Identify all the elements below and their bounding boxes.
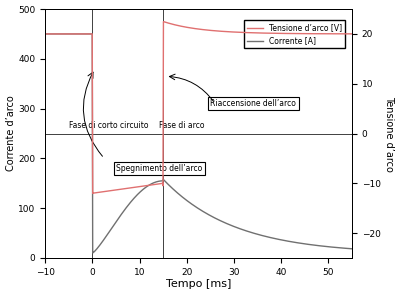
Y-axis label: Corrente d’arco: Corrente d’arco	[6, 96, 16, 171]
Corrente [A]	[318, 244, 323, 248]
Corrente [A]	[159, 179, 164, 183]
Tensione d’arco [V]	[333, 32, 338, 36]
Tensione d’arco [V]	[229, 30, 234, 34]
Text: Spegnimento dell’arco: Spegnimento dell’arco	[116, 164, 202, 173]
Y-axis label: Tensione d’arco: Tensione d’arco	[384, 96, 394, 171]
Text: Fase di corto circuito: Fase di corto circuito	[69, 121, 149, 130]
Tensione d’arco [V]	[43, 32, 48, 36]
Line: Corrente [A]: Corrente [A]	[45, 34, 352, 253]
X-axis label: Tempo [ms]: Tempo [ms]	[166, 279, 231, 289]
Corrente [A]	[290, 240, 294, 244]
Corrente [A]	[90, 251, 95, 255]
Legend: Tensione d’arco [V], Corrente [A]: Tensione d’arco [V], Corrente [A]	[244, 20, 345, 48]
Corrente [A]	[43, 32, 48, 36]
Tensione d’arco [V]	[264, 31, 268, 35]
Corrente [A]	[240, 228, 245, 232]
Corrente [A]	[294, 241, 298, 244]
Tensione d’arco [V]	[253, 31, 258, 35]
Tensione d’arco [V]	[90, 191, 95, 195]
Corrente [A]	[350, 247, 354, 250]
Tensione d’arco [V]	[350, 32, 354, 36]
Text: Riaccensione dell’arco: Riaccensione dell’arco	[210, 99, 296, 108]
Tensione d’arco [V]	[151, 183, 156, 186]
Tensione d’arco [V]	[296, 32, 301, 35]
Corrente [A]	[324, 245, 329, 248]
Text: Fase di arco: Fase di arco	[159, 121, 205, 130]
Line: Tensione d’arco [V]: Tensione d’arco [V]	[45, 22, 352, 193]
Tensione d’arco [V]	[161, 20, 166, 23]
